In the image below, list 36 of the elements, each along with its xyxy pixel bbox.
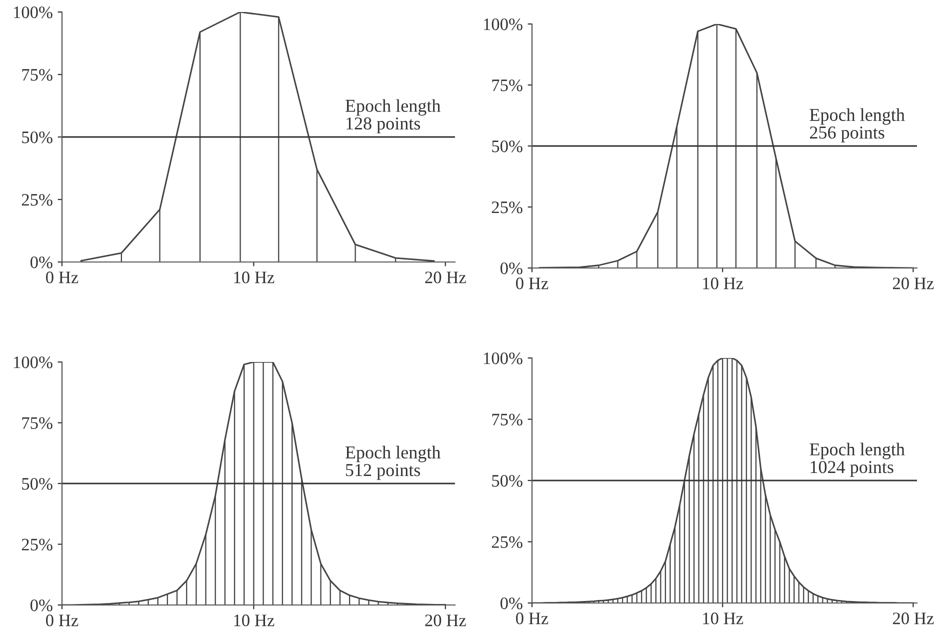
y-tick-label: 25% <box>492 536 522 548</box>
x-tick-label: 20 Hz <box>892 278 934 290</box>
y-tick-label: 100% <box>14 356 52 368</box>
y-tick-label: 100% <box>14 6 52 18</box>
annotation: Epoch length 512 points <box>345 446 440 480</box>
y-tick-label: 25% <box>22 194 52 206</box>
x-tick-label: 0 Hz <box>46 614 78 626</box>
y-tick-label: 0% <box>500 597 522 610</box>
x-tick-label: 0 Hz <box>516 612 548 624</box>
y-tick-label: 25% <box>492 201 522 214</box>
x-tick-label: 10 Hz <box>703 612 744 624</box>
y-tick-label: 75% <box>22 68 52 81</box>
y-tick-label: 100% <box>484 352 522 364</box>
y-tick-label: 75% <box>492 414 522 426</box>
y-tick-label: 0% <box>30 256 52 268</box>
x-tick-label: 0 Hz <box>46 272 78 284</box>
x-tick-label: 10 Hz <box>234 272 274 284</box>
x-tick-label: 20 Hz <box>892 612 934 624</box>
y-tick-label: 0% <box>500 262 522 274</box>
x-tick-label: 10 Hz <box>703 278 744 290</box>
x-tick-label: 20 Hz <box>425 272 466 284</box>
y-tick-label: 0% <box>30 599 52 612</box>
x-tick-label: 20 Hz <box>425 614 466 626</box>
y-tick-label: 75% <box>492 79 522 92</box>
y-tick-label: 25% <box>22 538 52 550</box>
y-tick-label: 75% <box>22 417 52 429</box>
annotation: Epoch length 1024 points <box>810 442 905 477</box>
y-tick-label: 50% <box>492 474 522 487</box>
annotation: Epoch length 256 points <box>810 108 905 142</box>
x-tick-label: 10 Hz <box>234 614 274 626</box>
x-tick-label: 0 Hz <box>516 278 548 290</box>
annotation: Epoch length 128 points <box>345 99 440 134</box>
y-tick-label: 50% <box>22 478 52 490</box>
y-tick-label: 50% <box>22 131 52 144</box>
y-tick-label: 50% <box>492 140 522 152</box>
y-tick-label: 100% <box>484 18 522 30</box>
